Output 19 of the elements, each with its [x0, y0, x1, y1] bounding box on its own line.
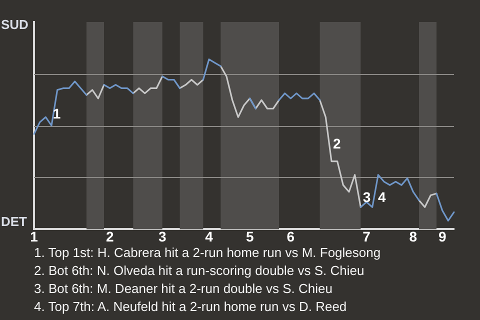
x-tick-label: 1 — [30, 228, 38, 244]
text: SUD — [1, 17, 28, 32]
annotation: 4 — [378, 188, 386, 205]
annotation: 1 — [52, 105, 61, 122]
text: DET — [1, 214, 27, 230]
text: 2. Bot 6th: N. Olveda hit a run-scoring double vs S. Chieu — [34, 262, 366, 280]
text: 3. Bot 6th: M. Deaner hit a 2-run double vs S. Chieu — [34, 280, 334, 298]
x-tick-label: 7 — [362, 228, 371, 244]
x-tick-label: 4 — [205, 228, 214, 244]
x-tick-label: 5 — [246, 228, 254, 244]
text: 1. Top 1st: H. Cabrera hit a 2-run home run vs M. Foglesong — [34, 244, 381, 262]
text: 4. Top 7th: A. Neufeld hit a 2-run home run vs D. Reed — [34, 298, 348, 316]
x-tick-label: 6 — [286, 228, 295, 244]
x-tick-label: 9 — [438, 228, 446, 244]
x-tick-label: 2 — [106, 228, 114, 244]
x-tick-label: 3 — [158, 228, 166, 244]
annotation: 3 — [362, 188, 371, 205]
x-tick-label: 8 — [409, 228, 418, 244]
annotation: 2 — [333, 136, 342, 152]
